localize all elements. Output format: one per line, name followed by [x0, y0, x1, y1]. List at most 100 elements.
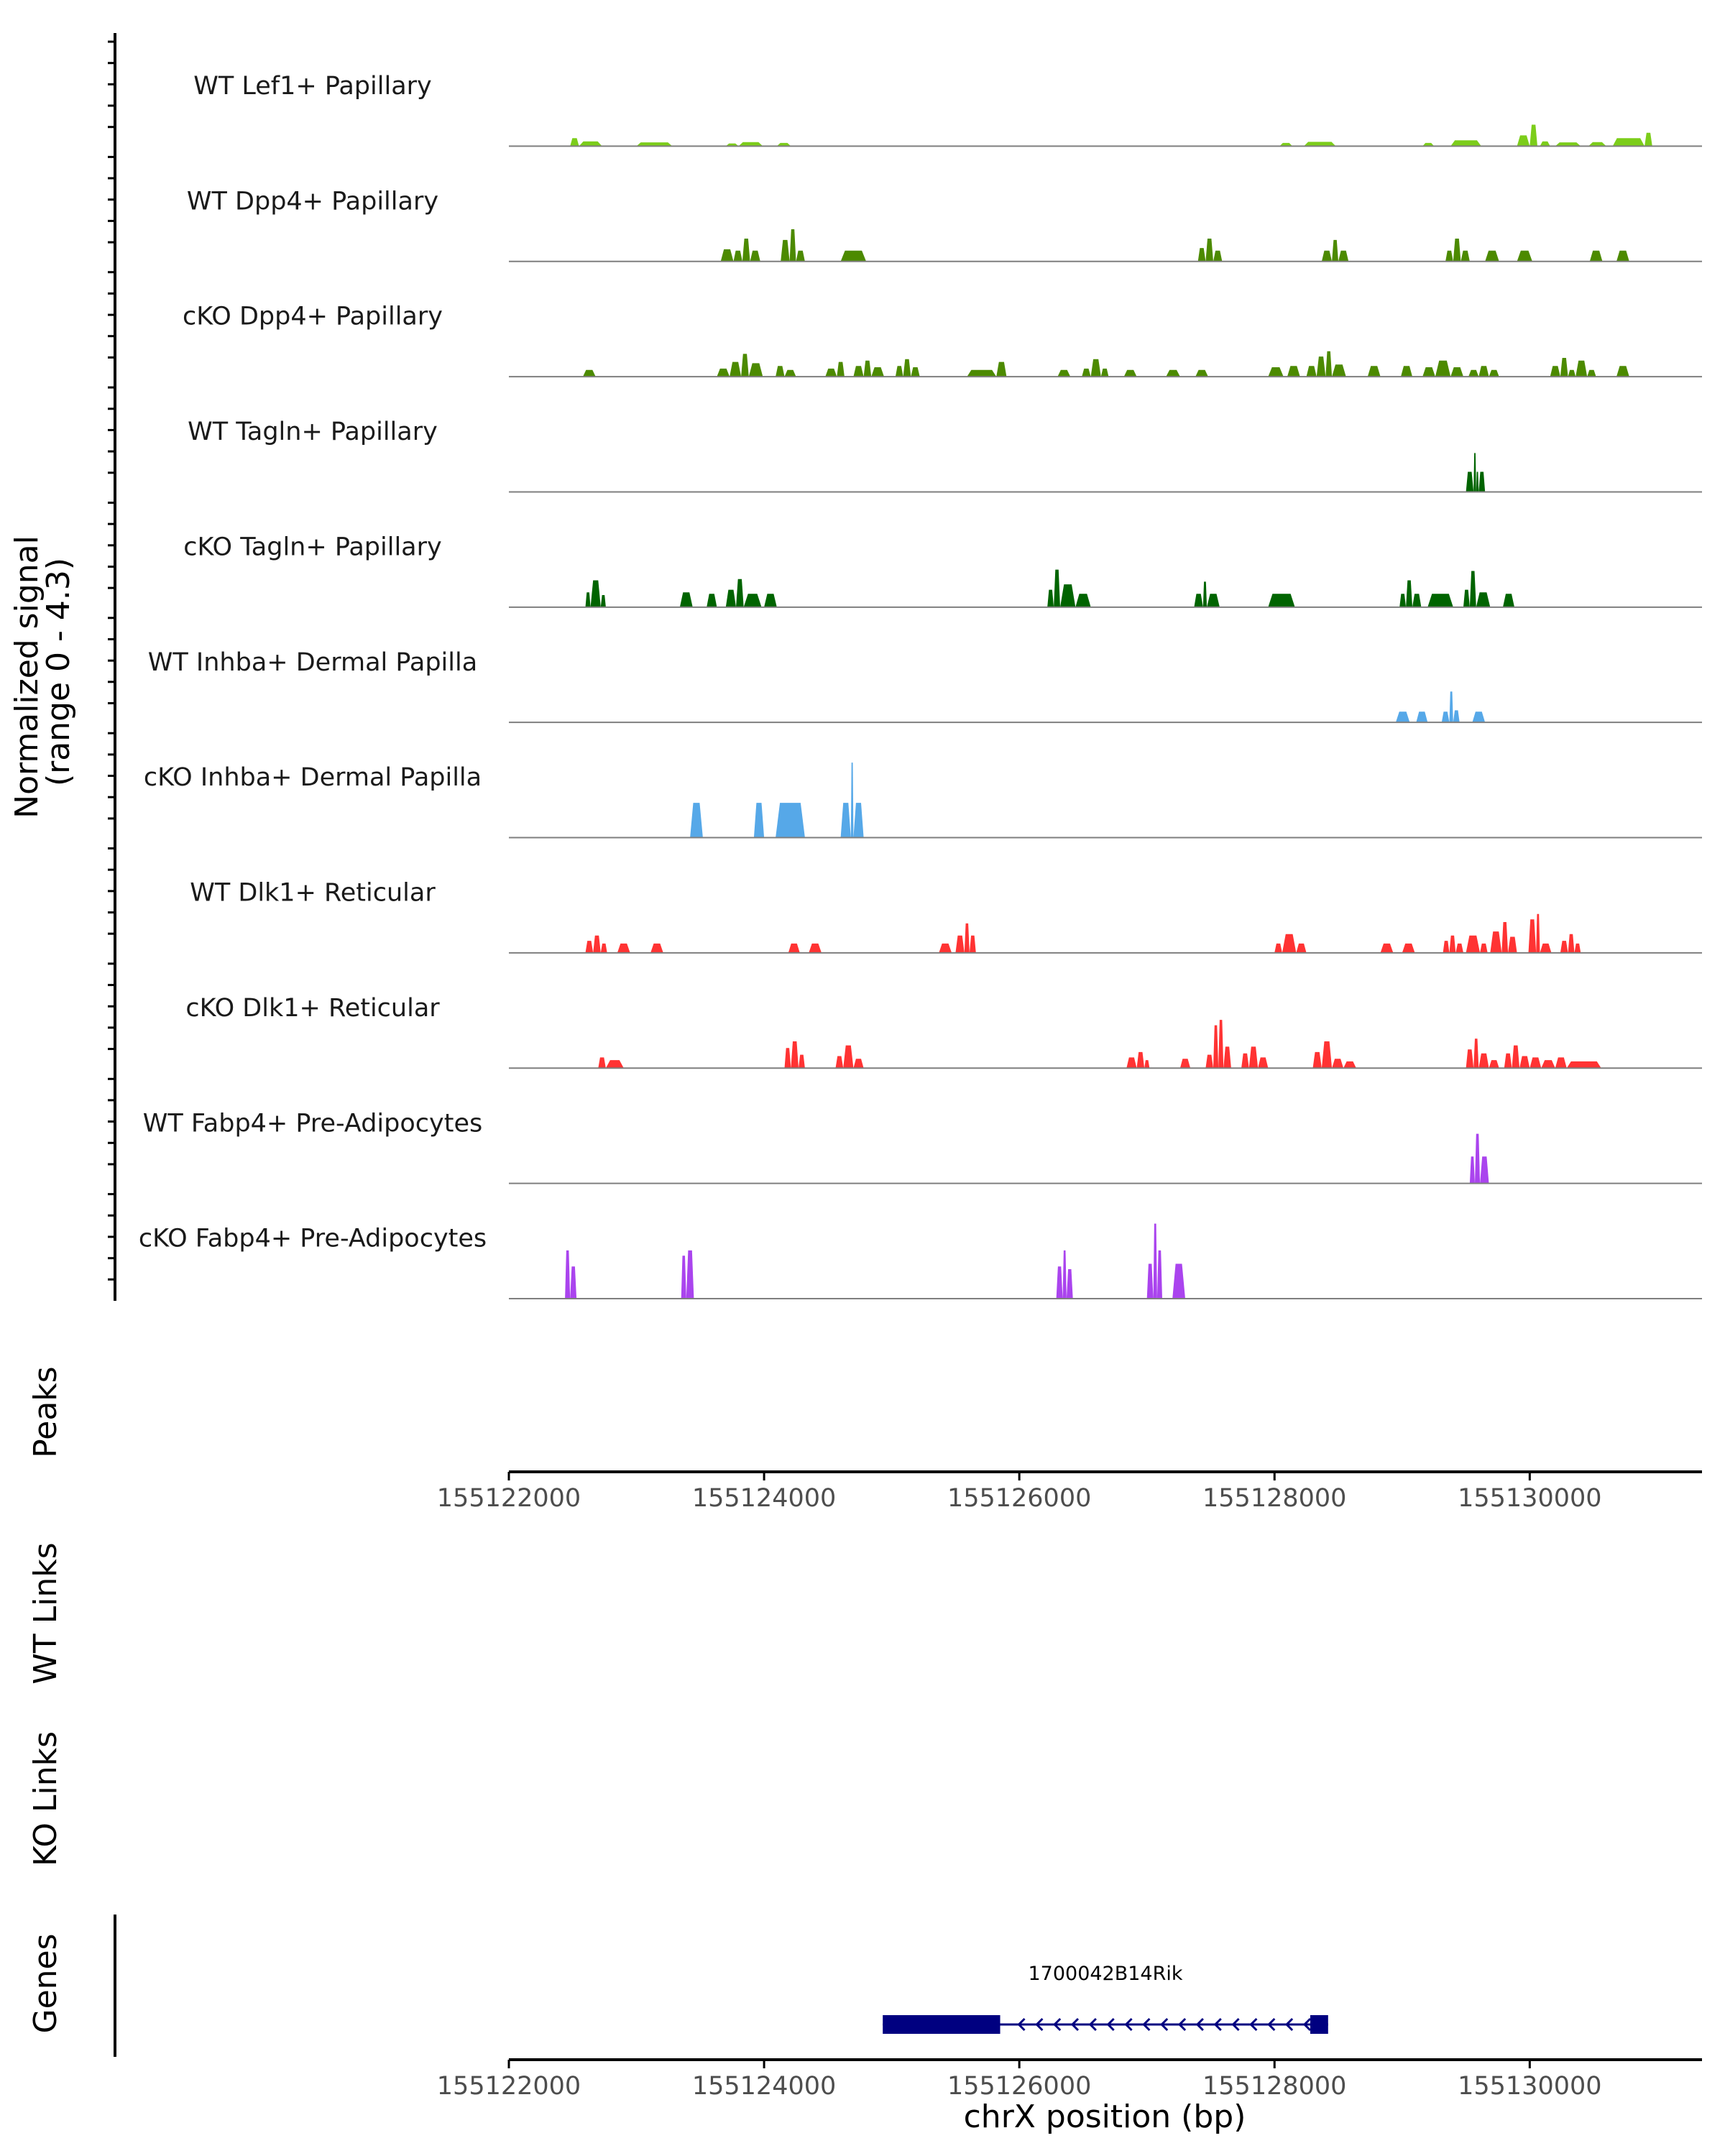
x-axis-tick-label: 155126000 — [947, 1484, 1091, 1513]
strand-arrow — [1053, 2017, 1062, 2032]
gene-exon-block — [883, 2015, 1000, 2034]
signal-peak — [636, 142, 673, 147]
signal-peak — [895, 366, 903, 377]
signal-peak — [1057, 369, 1071, 377]
signal-peak — [1047, 589, 1054, 607]
x-axis-tick-label: 155130000 — [1458, 2072, 1601, 2101]
signal-peak — [1460, 250, 1470, 262]
signal-peak — [1316, 356, 1326, 377]
x-axis-tick-label: 155128000 — [1202, 1484, 1346, 1513]
signal-peak — [707, 594, 717, 607]
signal-peak — [590, 580, 601, 607]
track-label: WT Fabp4+ Pre-Adipocytes — [143, 1109, 482, 1138]
signal-peak — [1207, 594, 1220, 607]
signal-peak — [1062, 1250, 1067, 1299]
signal-peak — [764, 594, 777, 607]
signal-peak — [593, 935, 601, 953]
signal-peak — [605, 1060, 624, 1069]
signal-peak — [1508, 936, 1517, 953]
signal-peak — [650, 943, 663, 953]
signal-peak — [1517, 250, 1532, 262]
signal-peak — [1540, 141, 1550, 147]
signal-peak — [1455, 943, 1463, 953]
signal-peak — [720, 249, 734, 262]
x-axis-tick-label: 155122000 — [437, 1484, 581, 1513]
signal-peak — [1332, 239, 1338, 262]
signal-peak — [1450, 367, 1463, 377]
signal-peak — [1223, 1046, 1231, 1069]
strand-arrow — [1249, 2017, 1258, 2032]
signal-peak — [1475, 1133, 1481, 1184]
signal-peak — [1321, 250, 1333, 262]
strand-arrow — [1070, 2017, 1080, 2032]
signal-peak — [1616, 250, 1629, 262]
signal-peak — [1166, 369, 1180, 377]
track-label: WT Dlk1+ Reticular — [190, 879, 436, 908]
signal-peak — [1501, 922, 1509, 953]
strand-arrow — [1017, 2017, 1026, 2032]
coverage-tracks: WT Lef1+ Papillary WT Dpp4+ Papillary cKO … — [139, 72, 1702, 1299]
signal-peak — [1304, 142, 1336, 147]
signal-peak — [1540, 943, 1552, 953]
signal-peak — [1490, 931, 1502, 953]
track-10: WT Fabp4+ Pre-Adipocytes — [143, 1109, 1702, 1184]
signal-peak — [1060, 584, 1076, 607]
signal-peak — [1644, 132, 1652, 147]
signal-peak — [741, 354, 749, 377]
track-7: cKO Inhba+ Dermal Papilla — [144, 763, 1702, 839]
signal-peak — [585, 941, 594, 953]
signal-peak — [788, 943, 800, 953]
signal-peak — [781, 239, 790, 262]
strand-arrow — [1142, 2017, 1151, 2032]
signal-peak — [1066, 1269, 1073, 1299]
strand-arrow — [1284, 2017, 1294, 2032]
signal-peak — [1503, 594, 1514, 607]
signal-peak — [690, 803, 703, 838]
signal-peak — [733, 250, 742, 262]
signal-peak — [1312, 1051, 1322, 1069]
signal-peak — [1589, 250, 1603, 262]
signal-peak — [1466, 935, 1481, 953]
signal-peak — [1367, 366, 1381, 377]
signal-peak — [1282, 934, 1297, 953]
signal-peak — [1476, 471, 1479, 492]
signal-peak — [784, 1048, 791, 1069]
signal-peak — [1332, 364, 1346, 377]
signal-peak — [1343, 1061, 1356, 1069]
signal-peak — [843, 1045, 854, 1069]
signal-peak — [1574, 943, 1581, 953]
signal-peak — [1268, 594, 1295, 607]
signal-peak — [911, 367, 920, 377]
strand-arrow — [1177, 2017, 1187, 2032]
signal-peak — [1450, 140, 1481, 147]
signal-peak — [1296, 943, 1307, 953]
signal-peak — [853, 366, 864, 377]
x-axis-genes: 155122000 155124000 155126000 155128000 1551… — [437, 2058, 1702, 2101]
signal-peak — [750, 250, 760, 262]
track-label: cKO Tagln+ Papillary — [183, 533, 442, 561]
signal-peak — [717, 368, 730, 377]
signal-peak — [776, 142, 791, 147]
signal-peak — [1512, 1045, 1520, 1069]
signal-peak — [1054, 569, 1060, 607]
track-label: WT Dpp4+ Papillary — [187, 187, 438, 216]
signal-peak — [1480, 943, 1488, 953]
signal-peak — [1530, 1057, 1542, 1069]
signal-peak — [725, 589, 736, 607]
signal-peak — [903, 359, 911, 377]
signal-peak — [840, 803, 851, 838]
strand-arrow — [1106, 2017, 1115, 2032]
signal-peak — [1449, 935, 1456, 953]
signal-peak — [1453, 710, 1460, 723]
signal-peak — [1466, 1049, 1474, 1069]
signal-peak — [1489, 369, 1499, 377]
signal-peak — [1445, 250, 1453, 262]
signal-peak — [686, 1250, 694, 1299]
signal-peak — [1463, 589, 1470, 607]
track-1: WT Lef1+ Papillary — [193, 72, 1702, 147]
x-axis-tick-label: 155128000 — [1202, 2072, 1346, 2101]
signal-peak — [1202, 581, 1208, 607]
signal-peak — [1325, 351, 1333, 377]
signal-peak — [964, 923, 970, 953]
